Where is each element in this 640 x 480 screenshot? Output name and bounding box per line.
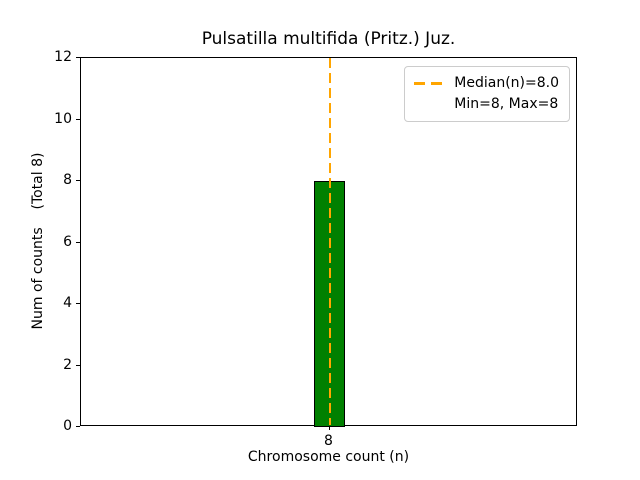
legend-label-minmax: Min=8, Max=8 <box>454 96 559 112</box>
legend: Median(n)=8.0 Min=8, Max=8 <box>404 66 570 122</box>
x-axis-label: Chromosome count (n) <box>247 449 410 465</box>
y-tick-label: 0 <box>63 418 72 434</box>
legend-label-median: Median(n)=8.0 <box>454 75 559 91</box>
y-tick-mark <box>76 426 80 427</box>
x-tick-mark <box>328 426 330 430</box>
y-tick-label: 2 <box>63 356 72 373</box>
legend-row-minmax: Min=8, Max=8 <box>414 94 559 115</box>
y-tick-label: 8 <box>63 172 72 188</box>
median-line <box>328 58 331 425</box>
y-tick-mark <box>76 241 80 243</box>
y-tick-mark <box>76 303 80 304</box>
y-tick-mark <box>76 364 80 366</box>
median-dashed-line-icon <box>414 82 445 85</box>
legend-handle-spacer <box>414 103 444 106</box>
chart-title: Pulsatilla multifida (Pritz.) Juz. <box>201 29 456 49</box>
x-tick-label: 8 <box>324 433 333 449</box>
y-tick-label: 10 <box>54 110 72 127</box>
y-tick-mark <box>76 118 80 120</box>
y-tick-mark <box>76 57 80 58</box>
plot-area: Median(n)=8.0 Min=8, Max=8 <box>80 57 577 427</box>
legend-row-median: Median(n)=8.0 <box>414 73 559 94</box>
y-tick-label: 6 <box>63 233 72 250</box>
y-tick-label: 12 <box>54 49 72 65</box>
y-tick-label: 4 <box>63 295 72 311</box>
y-tick-mark <box>76 180 80 181</box>
